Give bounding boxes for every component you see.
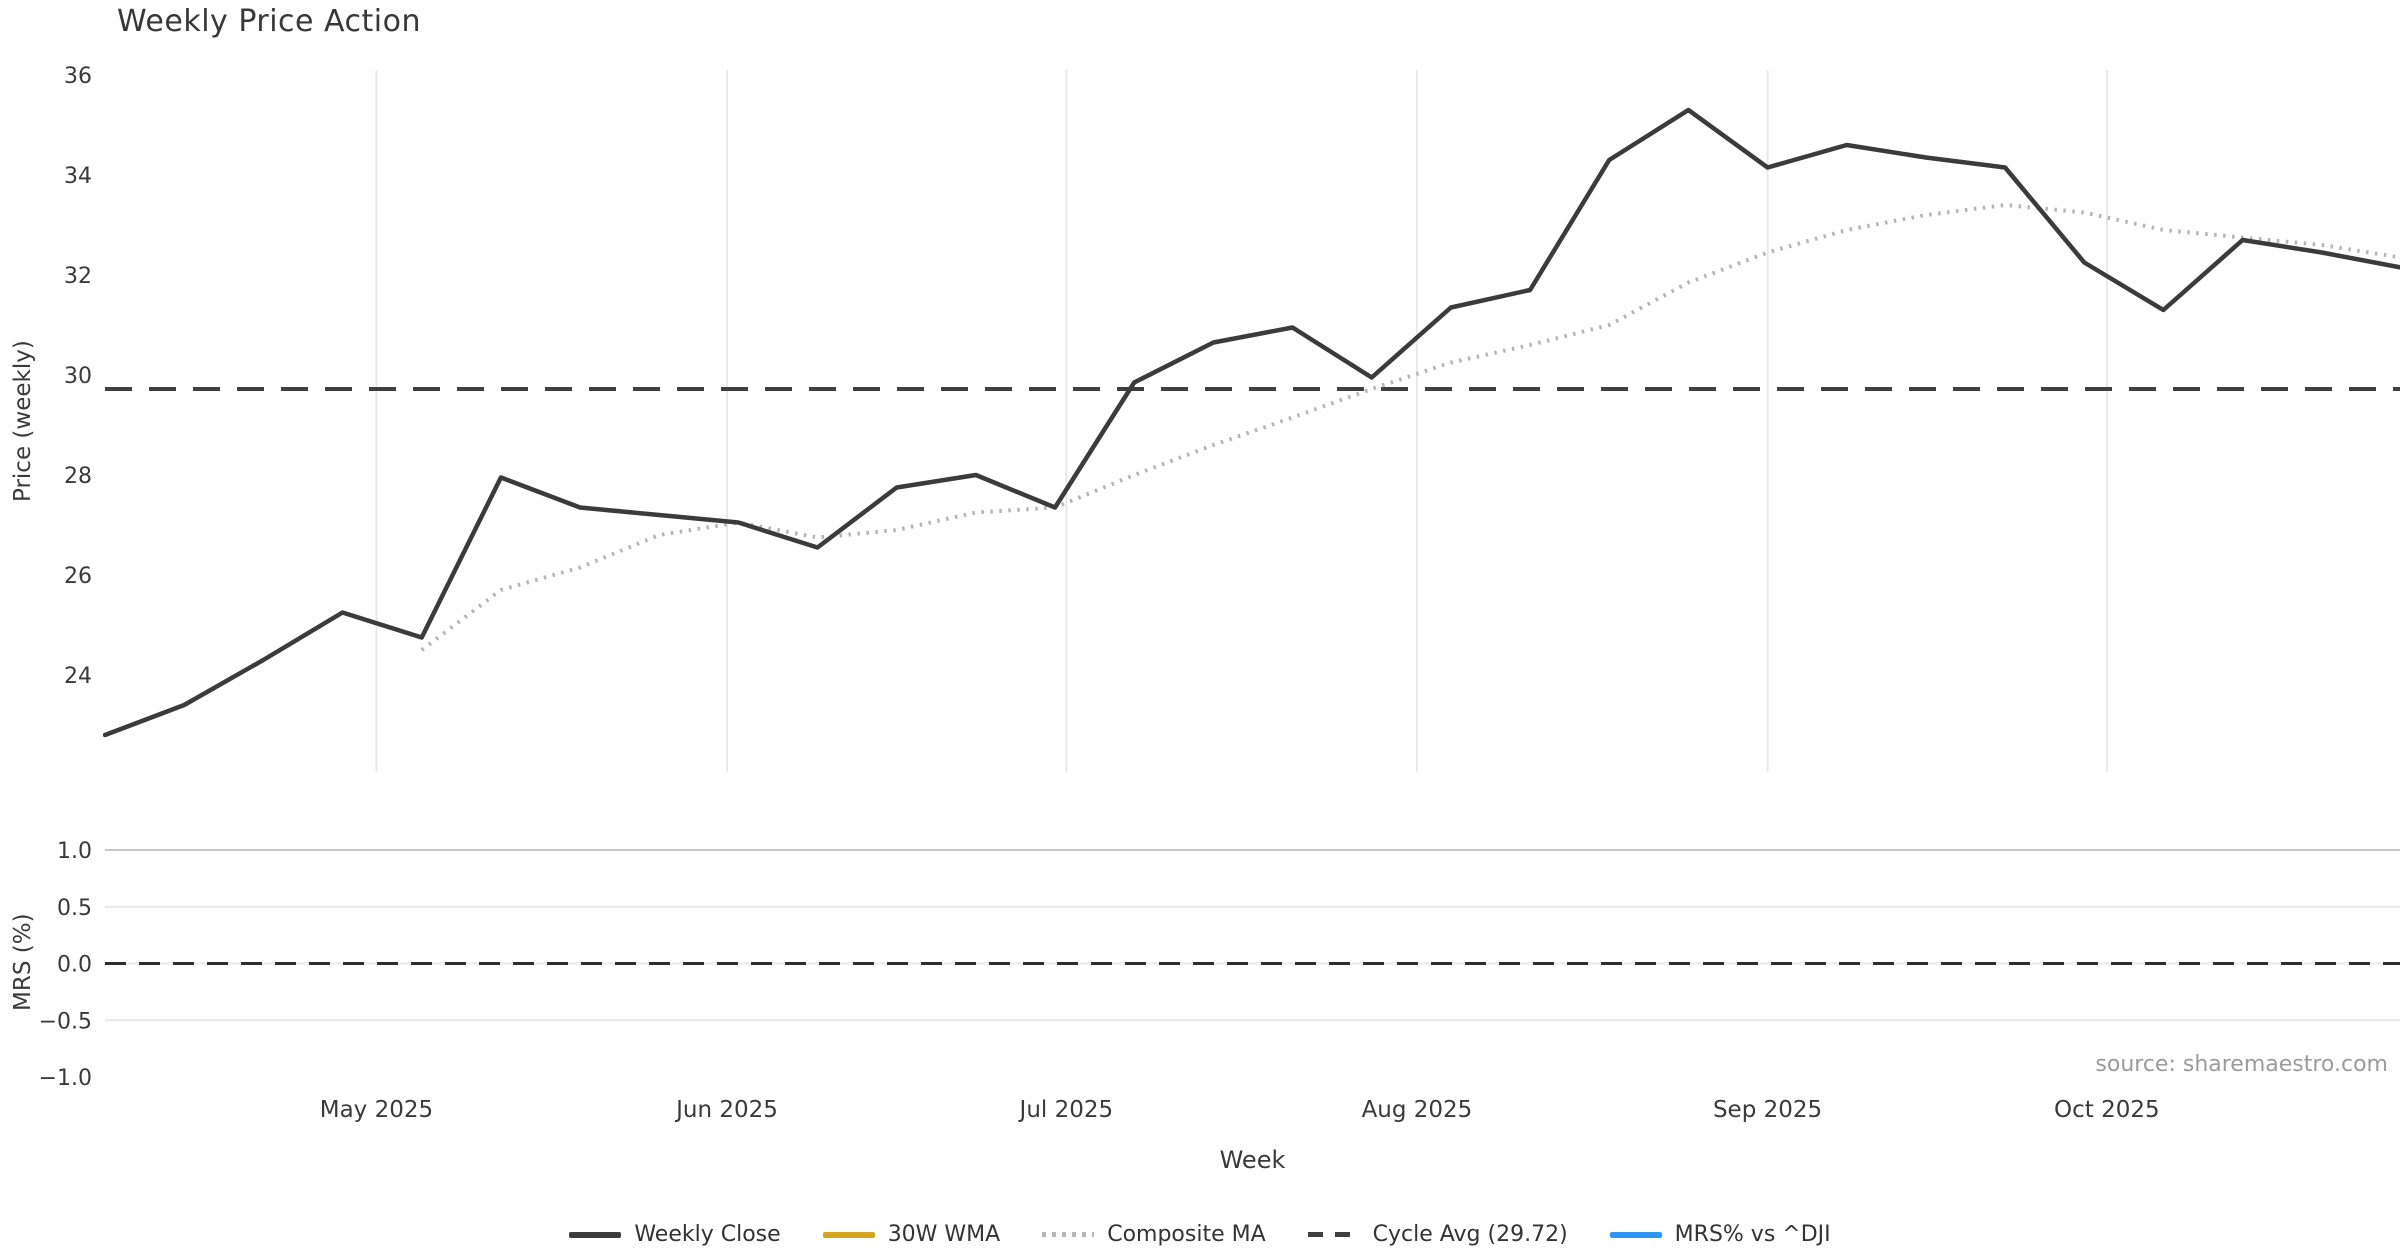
mrs-tick-label: 0.5 <box>57 896 92 921</box>
price-tick-label: 34 <box>64 164 92 189</box>
month-tick-label: Aug 2025 <box>1362 1097 1473 1123</box>
legend-label: MRS% vs ^DJI <box>1674 1222 1831 1247</box>
mrs-tick-label: −1.0 <box>39 1066 92 1091</box>
mrs-swatch-icon <box>1609 1231 1662 1238</box>
weekly-close-line <box>103 107 2400 738</box>
month-tick-label: Jun 2025 <box>674 1097 778 1123</box>
price-tick-label: 30 <box>64 364 92 389</box>
weekly-close-swatch-icon <box>569 1231 622 1238</box>
month-tick-label: Jul 2025 <box>1018 1097 1114 1123</box>
price-tick-label: 28 <box>64 464 92 489</box>
legend-item-composite-ma: Composite MA <box>1042 1222 1266 1247</box>
legend-item-30w-wma: 30W WMA <box>822 1222 1001 1247</box>
legend-label: 30W WMA <box>887 1222 1001 1247</box>
price-tick-label: 26 <box>64 564 92 589</box>
mrs-tick-label: 1.0 <box>57 839 92 864</box>
source-credit: source: sharemaestro.com <box>2095 1052 2388 1077</box>
month-tick-label: Oct 2025 <box>2054 1097 2160 1123</box>
cycle-avg-swatch-icon <box>1307 1232 1360 1237</box>
price-tick-label: 32 <box>64 264 92 289</box>
chart-legend: Weekly Close 30W WMA Composite MA Cycle … <box>0 1222 2400 1247</box>
legend-item-weekly-close: Weekly Close <box>569 1222 781 1247</box>
x-axis-label: Week <box>1219 1146 1286 1174</box>
wma-swatch-icon <box>822 1231 875 1238</box>
legend-label: Weekly Close <box>634 1222 781 1247</box>
price-tick-label: 36 <box>64 64 92 89</box>
mrs-tick-label: −0.5 <box>39 1009 92 1034</box>
price-tick-label: 24 <box>64 664 92 689</box>
legend-label: Composite MA <box>1107 1222 1266 1247</box>
legend-label: Cycle Avg (29.72) <box>1372 1222 1568 1247</box>
month-tick-label: Sep 2025 <box>1713 1097 1822 1123</box>
month-tick-label: May 2025 <box>320 1097 433 1123</box>
legend-item-cycle-avg: Cycle Avg (29.72) <box>1307 1222 1568 1247</box>
composite-ma-swatch-icon <box>1042 1232 1095 1237</box>
mrs-axis-label: MRS (%) <box>10 913 36 1012</box>
chart-title: Weekly Price Action <box>117 4 421 39</box>
legend-item-mrs: MRS% vs ^DJI <box>1609 1222 1831 1247</box>
price-axis-label: Price (weekly) <box>10 340 36 502</box>
mrs-tick-label: 0.0 <box>57 953 92 978</box>
